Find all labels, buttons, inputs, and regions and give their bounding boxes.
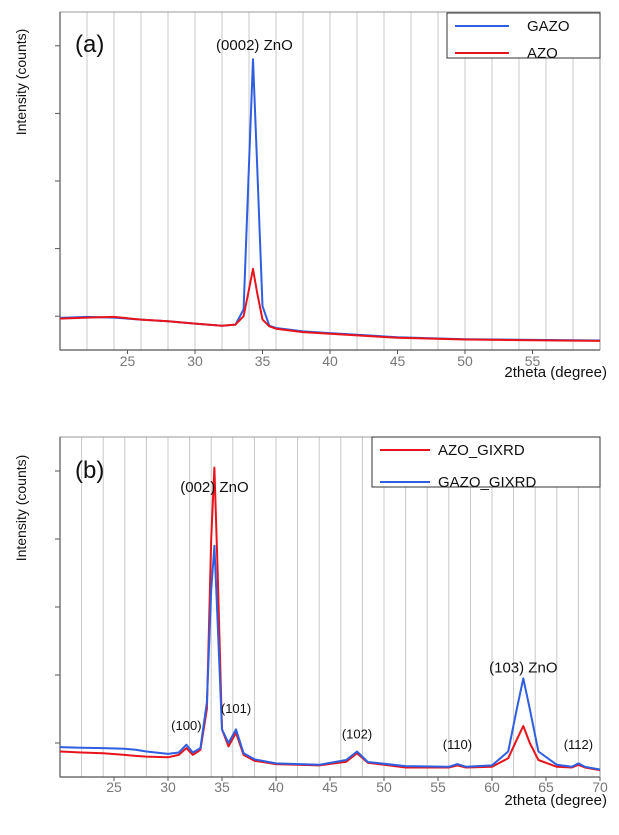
x-tick-label: 40 [268, 779, 284, 795]
series-line-azo-gixrd [59, 466, 601, 772]
x-tick-label: 25 [106, 779, 122, 795]
peak-annotation: (0002) ZnO [216, 37, 293, 54]
peak-annotation: (002) ZnO [180, 479, 248, 496]
panel-label: (a) [75, 31, 104, 58]
x-tick-label: 50 [457, 353, 473, 369]
panel-a: 25 30 35 40 45 50 55 (0002) ZnO (a) Intensity (co… [13, 11, 607, 381]
peak-annotation: (101) [221, 701, 251, 716]
x-axis-label: 2theta (degree) [504, 364, 607, 381]
x-tick-label: 25 [120, 353, 136, 369]
x-tick-label: 40 [322, 353, 338, 369]
peak-annotation: (102) [342, 727, 372, 742]
legend-box [371, 436, 601, 488]
series-line-azo [59, 267, 601, 342]
y-axis-label: Intensity (counts) [13, 455, 29, 562]
x-tick-label: 35 [214, 779, 230, 795]
y-axis-label: Intensity (counts) [13, 29, 29, 136]
x-tick-label: 55 [525, 353, 541, 369]
legend-box [446, 12, 601, 59]
peak-annotation: (103) ZnO [489, 659, 557, 676]
peak-annotation: (110) [443, 737, 472, 752]
x-tick-label: 55 [430, 779, 446, 795]
legend-label: GAZO_GIXRD [438, 474, 537, 491]
legend-label: GAZO [527, 18, 570, 35]
series-line-gazo-gixrd [59, 544, 601, 771]
legend-label: AZO_GIXRD [438, 442, 525, 459]
x-tick-label: 70 [592, 779, 608, 795]
x-tick-label: 65 [538, 779, 554, 795]
legend-label: AZO [527, 45, 558, 62]
x-tick-label: 45 [322, 779, 338, 795]
x-tick-label: 30 [187, 353, 203, 369]
x-tick-label: 60 [484, 779, 500, 795]
x-tick-label: 30 [160, 779, 176, 795]
x-tick-label: 35 [255, 353, 271, 369]
x-tick-label: 45 [390, 353, 406, 369]
x-axis-label: 2theta (degree) [504, 792, 607, 809]
panel-b: 25 30 35 40 45 50 55 60 65 70 (002) ZnO (100) (101) (… [13, 436, 608, 809]
peak-annotation: (112) [564, 737, 593, 752]
panel-label: (b) [75, 457, 104, 484]
peak-annotation: (100) [171, 718, 201, 733]
x-tick-label: 50 [376, 779, 392, 795]
